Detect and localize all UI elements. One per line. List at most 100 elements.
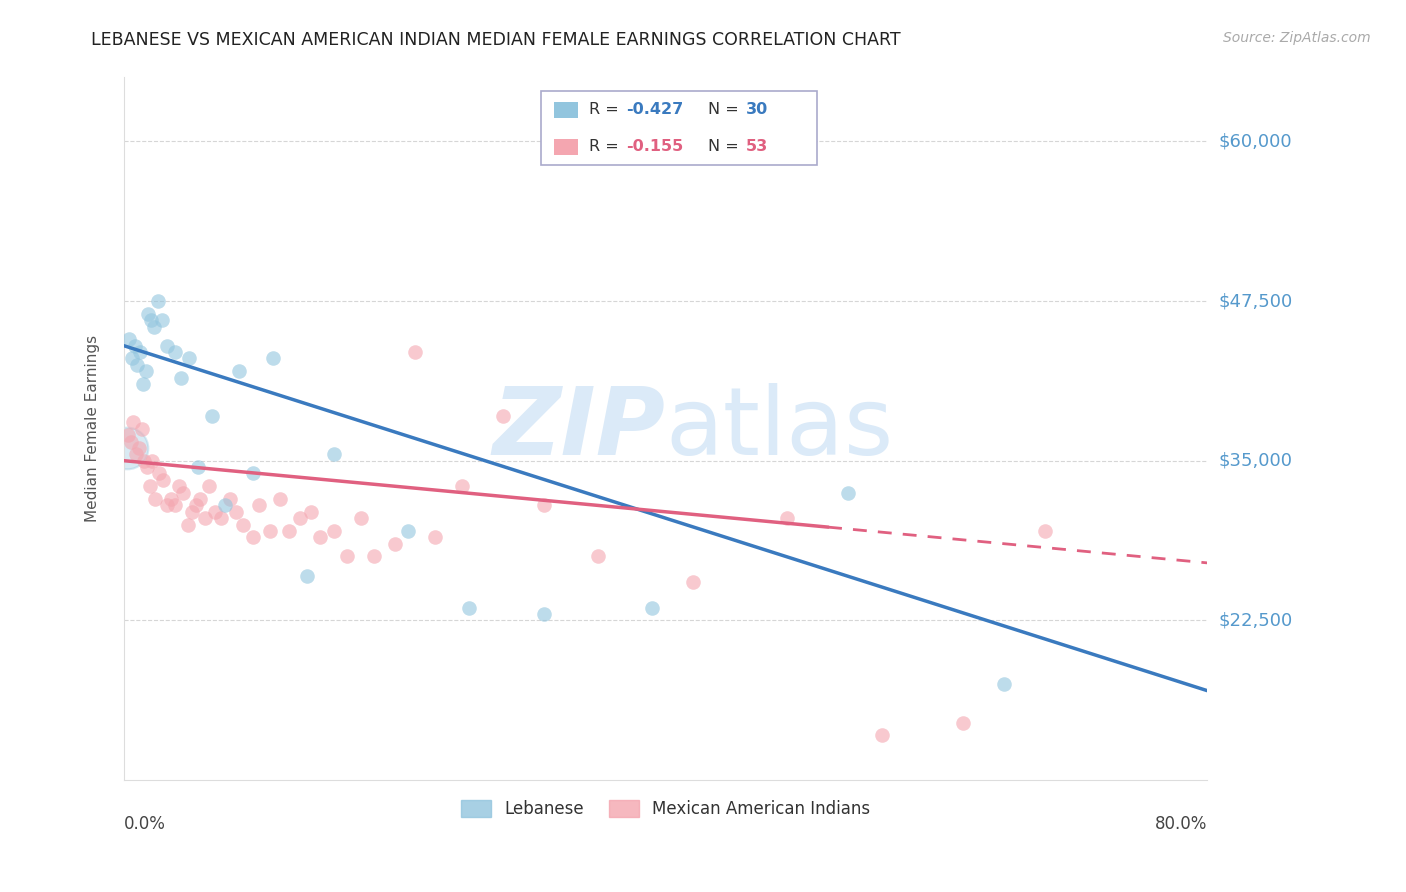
Point — [247, 499, 270, 513]
Point — [870, 728, 893, 742]
Text: Source: ZipAtlas.com: Source: ZipAtlas.com — [1223, 31, 1371, 45]
Point — [322, 524, 344, 538]
Point — [142, 319, 165, 334]
Point — [404, 345, 426, 359]
Point — [336, 549, 359, 564]
Point — [682, 575, 704, 590]
Point — [209, 511, 232, 525]
Text: $47,500: $47,500 — [1219, 292, 1292, 310]
Point — [160, 491, 183, 506]
Point — [125, 447, 148, 461]
Point — [299, 505, 322, 519]
Point — [198, 479, 221, 493]
Point — [136, 460, 159, 475]
Point — [242, 467, 264, 481]
Point — [204, 505, 226, 519]
Point — [384, 537, 406, 551]
Point — [295, 568, 318, 582]
Point — [128, 441, 150, 455]
Point — [218, 491, 240, 506]
FancyBboxPatch shape — [554, 103, 578, 118]
Point — [451, 479, 474, 493]
Point — [152, 473, 174, 487]
Point — [952, 715, 974, 730]
Point — [165, 345, 187, 359]
Point — [132, 377, 155, 392]
Point — [194, 511, 217, 525]
Text: atlas: atlas — [665, 383, 894, 475]
Point — [188, 491, 211, 506]
Text: LEBANESE VS MEXICAN AMERICAN INDIAN MEDIAN FEMALE EARNINGS CORRELATION CHART: LEBANESE VS MEXICAN AMERICAN INDIAN MEDI… — [91, 31, 901, 49]
Text: R =: R = — [589, 103, 623, 118]
FancyBboxPatch shape — [541, 92, 817, 165]
Point — [115, 441, 138, 455]
Point — [156, 339, 179, 353]
Point — [134, 453, 156, 467]
Point — [214, 499, 236, 513]
Point — [396, 524, 419, 538]
Point — [131, 422, 153, 436]
Text: ZIP: ZIP — [492, 383, 665, 475]
Point — [232, 517, 254, 532]
Point — [586, 549, 609, 564]
Point — [776, 511, 799, 525]
Point — [121, 351, 143, 366]
Point — [184, 499, 207, 513]
Point — [135, 364, 157, 378]
Text: N =: N = — [707, 139, 744, 154]
Point — [173, 485, 195, 500]
Point — [363, 549, 385, 564]
Point — [146, 293, 169, 308]
Text: N =: N = — [707, 103, 744, 118]
Point — [425, 530, 447, 544]
Y-axis label: Median Female Earnings: Median Female Earnings — [86, 335, 100, 523]
Point — [228, 364, 250, 378]
Point — [129, 345, 152, 359]
Point — [458, 600, 481, 615]
Point — [309, 530, 332, 544]
Text: -0.427: -0.427 — [627, 103, 683, 118]
Point — [288, 511, 311, 525]
Point — [187, 460, 209, 475]
Point — [143, 491, 166, 506]
Point — [122, 415, 145, 429]
Point — [180, 505, 202, 519]
Point — [533, 499, 555, 513]
Point — [492, 409, 515, 423]
Point — [225, 505, 247, 519]
Point — [156, 499, 179, 513]
Text: 30: 30 — [745, 103, 768, 118]
Text: $22,500: $22,500 — [1219, 611, 1292, 630]
Point — [262, 351, 284, 366]
Point — [141, 453, 163, 467]
Text: R =: R = — [589, 139, 623, 154]
Point — [269, 491, 291, 506]
Point — [150, 313, 173, 327]
Point — [165, 499, 187, 513]
Text: 80.0%: 80.0% — [1154, 815, 1208, 833]
Point — [148, 467, 170, 481]
Point — [169, 479, 191, 493]
Point — [139, 313, 162, 327]
Point — [138, 479, 160, 493]
Point — [118, 332, 141, 346]
Point — [201, 409, 224, 423]
Point — [641, 600, 664, 615]
Point — [837, 485, 859, 500]
Point — [242, 530, 264, 544]
Point — [259, 524, 281, 538]
Text: -0.155: -0.155 — [627, 139, 683, 154]
Point — [533, 607, 555, 621]
Text: $60,000: $60,000 — [1219, 132, 1292, 151]
Point — [136, 307, 159, 321]
Point — [117, 428, 139, 442]
Text: $35,000: $35,000 — [1219, 451, 1292, 470]
Legend: Lebanese, Mexican American Indians: Lebanese, Mexican American Indians — [454, 793, 877, 824]
Text: 53: 53 — [745, 139, 768, 154]
Point — [993, 677, 1015, 691]
FancyBboxPatch shape — [554, 139, 578, 154]
Point — [124, 339, 146, 353]
Point — [120, 434, 142, 449]
Point — [127, 358, 149, 372]
Text: 0.0%: 0.0% — [124, 815, 166, 833]
